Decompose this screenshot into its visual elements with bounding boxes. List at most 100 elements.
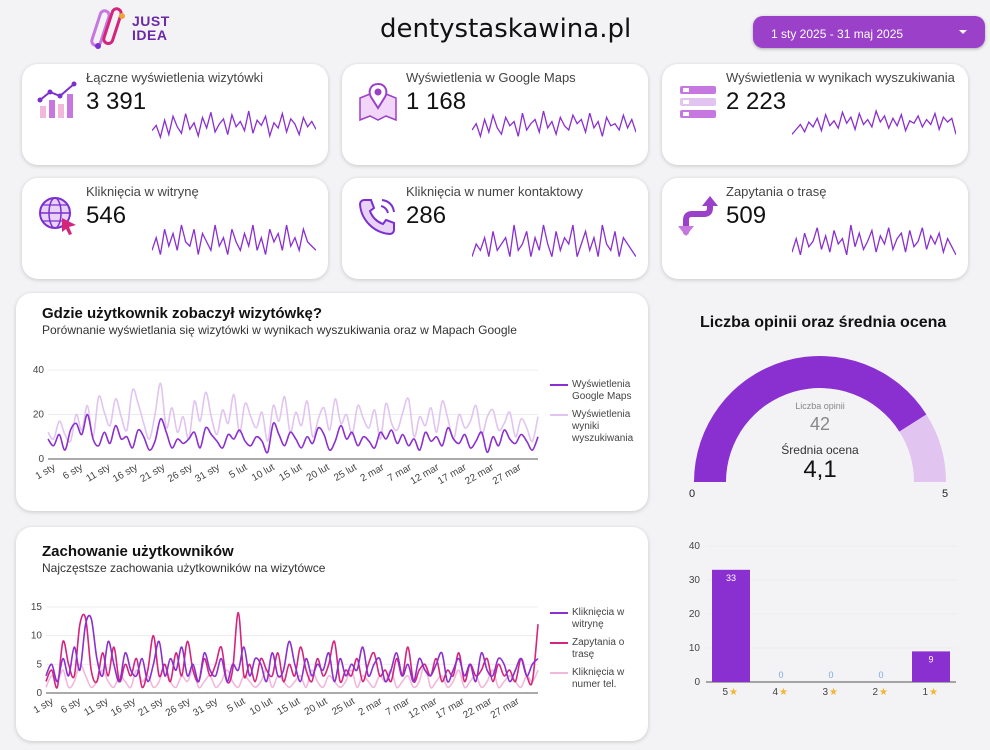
y-tick-label: 20 [33, 410, 45, 421]
kpi-label: Zapytania o trasę [726, 184, 827, 199]
y-tick-label: 10 [689, 643, 701, 654]
kpi-card-maps-views: Wyświetlenia w Google Maps 1 168 [342, 64, 648, 165]
star-icon: ★ [929, 687, 938, 698]
x-tick-label: 10 lut [250, 462, 277, 484]
views-chart-card: Gdzie użytkownik zobaczył wizytówkę? Por… [16, 293, 648, 511]
search-results-icon [680, 86, 716, 118]
views-legend: Wyświetlenia Google Maps Wyświetlenia wy… [550, 379, 646, 451]
kpi-sparkline [792, 109, 956, 135]
behaviour-legend: Kliknięcia w witrynę Zapytania o trasę K… [550, 607, 644, 697]
x-tick-label: 27 mar [491, 462, 524, 487]
bar-data-label: 0 [828, 670, 833, 680]
kpi-label: Wyświetlenia w Google Maps [406, 70, 576, 85]
x-tick-label: 2 mar [359, 462, 387, 485]
reviews-count-label: Liczba opinii [795, 401, 845, 411]
legend-item: Kliknięcia w witrynę [550, 607, 644, 631]
star-icon: ★ [829, 687, 838, 698]
date-range-label: 1 sty 2025 - 31 maj 2025 [771, 27, 904, 41]
kpi-label: Kliknięcia w numer kontaktowy [406, 184, 584, 199]
x-tick-label: 27 mar [489, 696, 522, 721]
x-tick-label: 21 sty [138, 462, 167, 485]
sparkline-series [792, 224, 956, 256]
gauge-max-label: 5 [942, 488, 949, 500]
series-line [45, 663, 539, 689]
just-idea-logo: JUST IDEA [88, 6, 178, 52]
x-tick-label: 31 sty [191, 696, 220, 719]
y-tick-label: 5 [36, 659, 42, 670]
average-rating-label: Średnia ocena [781, 443, 859, 457]
x-tick-label: 1 [922, 687, 928, 698]
x-tick-label: 12 mar [407, 696, 440, 721]
series-line [45, 614, 539, 683]
kpi-value: 1 168 [406, 88, 467, 115]
bar-data-label: 33 [726, 573, 736, 583]
y-tick-label: 15 [31, 602, 43, 613]
legend-item: Kliknięcia w numer tel. [550, 667, 644, 691]
chevron-down-icon [959, 30, 967, 34]
x-tick-label: 20 lut [303, 696, 330, 718]
x-tick-label: 11 sty [82, 696, 110, 718]
star-icon: ★ [729, 687, 738, 698]
y-tick-label: 40 [33, 365, 45, 376]
logo-mark-icon [90, 7, 125, 49]
date-range-picker[interactable]: 1 sty 2025 - 31 maj 2025 [753, 16, 985, 48]
x-tick-label: 16 sty [109, 696, 138, 719]
x-tick-label: 15 lut [277, 462, 304, 484]
y-tick-label: 10 [31, 631, 43, 642]
kpi-value: 509 [726, 202, 767, 229]
bar [712, 569, 750, 682]
kpi-card-website-clicks: Kliknięcia w witrynę 546 [22, 178, 328, 279]
kpi-sparkline [152, 224, 316, 255]
x-tick-label: 5 lut [225, 696, 247, 715]
average-rating-value: 4,1 [803, 456, 837, 483]
page-title: dentystaskawina.pl [380, 14, 632, 44]
x-tick-label: 1 sty [34, 462, 58, 482]
gauge-value-arc [694, 356, 927, 482]
chart-growth-icon [37, 81, 77, 118]
gauge-title: Liczba opinii oraz średnia ocena [700, 314, 947, 331]
behaviour-chart-title: Zachowanie użytkowników [42, 543, 234, 560]
directions-icon [678, 196, 718, 236]
sparkline-series [152, 110, 316, 140]
kpi-label: Łączne wyświetlenia wizytówki [86, 70, 264, 85]
x-tick-label: 12 mar [409, 462, 442, 487]
bar-data-label: 9 [928, 654, 933, 664]
kpi-value: 546 [86, 202, 127, 229]
kpi-card-direction-requests: Zapytania o trasę 509 [662, 178, 968, 279]
x-tick-label: 1 sty [32, 696, 56, 716]
legend-item: Zapytania o trasę [550, 637, 644, 661]
x-tick-label: 22 mar [463, 462, 496, 487]
kpi-value: 3 391 [86, 88, 147, 115]
x-tick-label: 25 lut [332, 462, 359, 484]
behaviour-chart-card: Zachowanie użytkowników Najczęstsze zach… [16, 527, 648, 741]
kpi-sparkline [792, 224, 956, 256]
globe-cursor-icon [39, 197, 76, 235]
y-tick-label: 0 [36, 688, 42, 699]
rating-gauge [694, 356, 946, 482]
views-chart-title: Gdzie użytkownik zobaczył wizytówkę? [42, 305, 323, 322]
kpi-label: Kliknięcia w witrynę [86, 184, 199, 199]
kpi-sparkline [472, 110, 636, 139]
y-tick-label: 20 [689, 609, 701, 620]
star-icon: ★ [779, 687, 788, 698]
x-tick-label: 3 [822, 687, 828, 698]
x-tick-label: 22 mar [461, 696, 494, 721]
logo-text: JUST IDEA [132, 13, 170, 43]
x-tick-label: 11 sty [84, 462, 112, 484]
gauge-min-label: 0 [689, 488, 696, 500]
x-tick-label: 26 sty [164, 696, 193, 719]
phone-icon [358, 199, 395, 236]
x-tick-label: 5 [722, 687, 728, 698]
star-icon: ★ [879, 687, 888, 698]
bar-data-label: 0 [778, 670, 783, 680]
kpi-label: Wyświetlenia w wynikach wyszukiwania [726, 70, 955, 85]
kpi-card-search-views: Wyświetlenia w wynikach wyszukiwania 2 2… [662, 64, 968, 165]
behaviour-chart-subtitle: Najczęstsze zachowania użytkowników na w… [42, 561, 326, 575]
series-line [47, 413, 539, 454]
kpi-card-phone-clicks: Kliknięcia w numer kontaktowy 286 [342, 178, 648, 279]
kpi-sparkline [472, 224, 636, 258]
